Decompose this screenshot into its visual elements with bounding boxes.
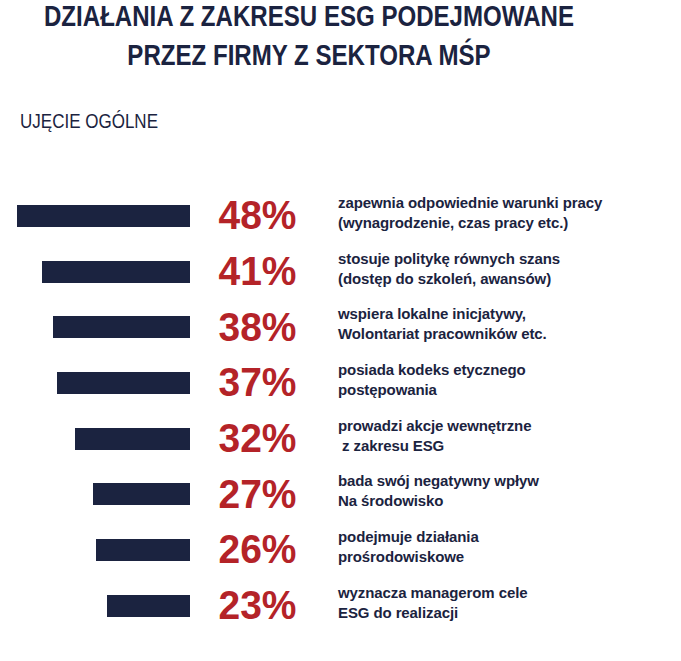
chart-title-line2: PRZEZ FIRMY Z SEKTORA MŚP	[19, 36, 600, 75]
bar-track	[0, 261, 190, 283]
category-label: posiada kodeks etycznego postępowania	[338, 360, 681, 400]
bar-track	[0, 483, 190, 505]
value-label: 48%	[190, 195, 331, 236]
chart-row: 41% stosuje politykę równych szans (dost…	[0, 244, 681, 300]
bar-track	[0, 372, 190, 394]
value-label: 32%	[190, 418, 331, 459]
bar-track	[0, 428, 190, 450]
bar-chart: 48% zapewnia odpowiednie warunki pracy (…	[0, 188, 681, 634]
bar-track	[0, 316, 190, 338]
chart-title: DZIAŁANIA Z ZAKRESU ESG PODEJMOWANE PRZE…	[19, 0, 600, 75]
chart-row: 27% bada swój negatywny wpływ Na środowi…	[0, 466, 681, 522]
chart-row: 38% wspiera lokalne inicjatywy, Wolontar…	[0, 299, 681, 355]
bar	[96, 539, 190, 561]
chart-title-line1: DZIAŁANIA Z ZAKRESU ESG PODEJMOWANE	[19, 0, 600, 36]
category-label: prowadzi akcje wewnętrzne z zakresu ESG	[338, 416, 681, 456]
value-label: 37%	[190, 362, 331, 403]
category-label: stosuje politykę równych szans (dostęp d…	[338, 249, 681, 289]
value-label: 38%	[190, 307, 331, 348]
bar	[107, 595, 190, 617]
category-label: bada swój negatywny wpływ Na środowisko	[338, 471, 681, 511]
value-label: 27%	[190, 474, 331, 515]
chart-row: 26% podejmuje działania prośrodowiskowe	[0, 522, 681, 578]
chart-subtitle: UJĘCIE OGÓLNE	[20, 109, 158, 133]
bar-track	[0, 595, 190, 617]
bar	[57, 372, 190, 394]
value-label: 41%	[190, 251, 331, 292]
chart-row: 23% wyznacza managerom cele ESG do reali…	[0, 578, 681, 634]
category-label: zapewnia odpowiednie warunki pracy (wyna…	[338, 193, 681, 233]
bar-track	[0, 539, 190, 561]
bar	[93, 483, 190, 505]
value-label: 23%	[190, 585, 331, 626]
chart-row: 48% zapewnia odpowiednie warunki pracy (…	[0, 188, 681, 244]
bar	[42, 261, 190, 283]
bar	[17, 205, 190, 227]
category-label: wspiera lokalne inicjatywy, Wolontariat …	[338, 304, 681, 344]
category-label: podejmuje działania prośrodowiskowe	[338, 527, 681, 567]
chart-row: 32% prowadzi akcje wewnętrzne z zakresu …	[0, 411, 681, 467]
bar-track	[0, 205, 190, 227]
chart-row: 37% posiada kodeks etycznego postępowani…	[0, 355, 681, 411]
bar	[75, 428, 190, 450]
value-label: 26%	[190, 529, 331, 570]
category-label: wyznacza managerom cele ESG do realizacj…	[338, 583, 681, 623]
bar	[53, 316, 190, 338]
